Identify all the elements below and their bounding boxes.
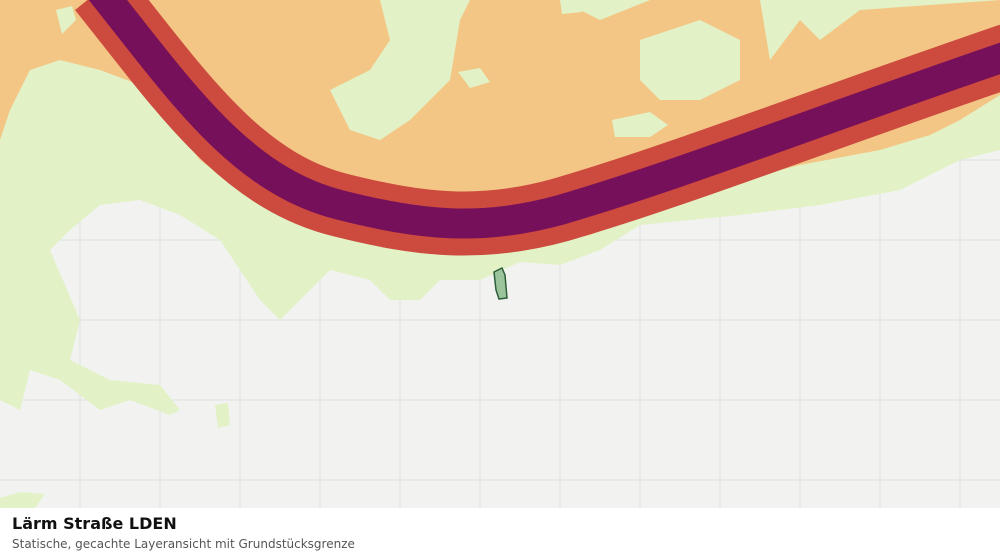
noise-zone-low <box>640 20 740 100</box>
map-view <box>0 0 1000 508</box>
road-band-inner <box>88 0 1000 239</box>
caption-bar: Lärm Straße LDEN Statische, gecachte Lay… <box>0 508 1000 560</box>
noise-zone-low <box>560 0 585 14</box>
layer-subtitle: Statische, gecachte Layeransicht mit Gru… <box>12 537 355 551</box>
noise-zone-low <box>458 68 490 88</box>
layer-title: Lärm Straße LDEN <box>12 514 177 533</box>
noise-zone-low <box>56 6 76 34</box>
parcel-boundary <box>493 266 508 300</box>
noise-zone-low <box>612 112 668 137</box>
noise-zone-low <box>0 492 45 508</box>
noise-zone-low <box>215 403 230 428</box>
